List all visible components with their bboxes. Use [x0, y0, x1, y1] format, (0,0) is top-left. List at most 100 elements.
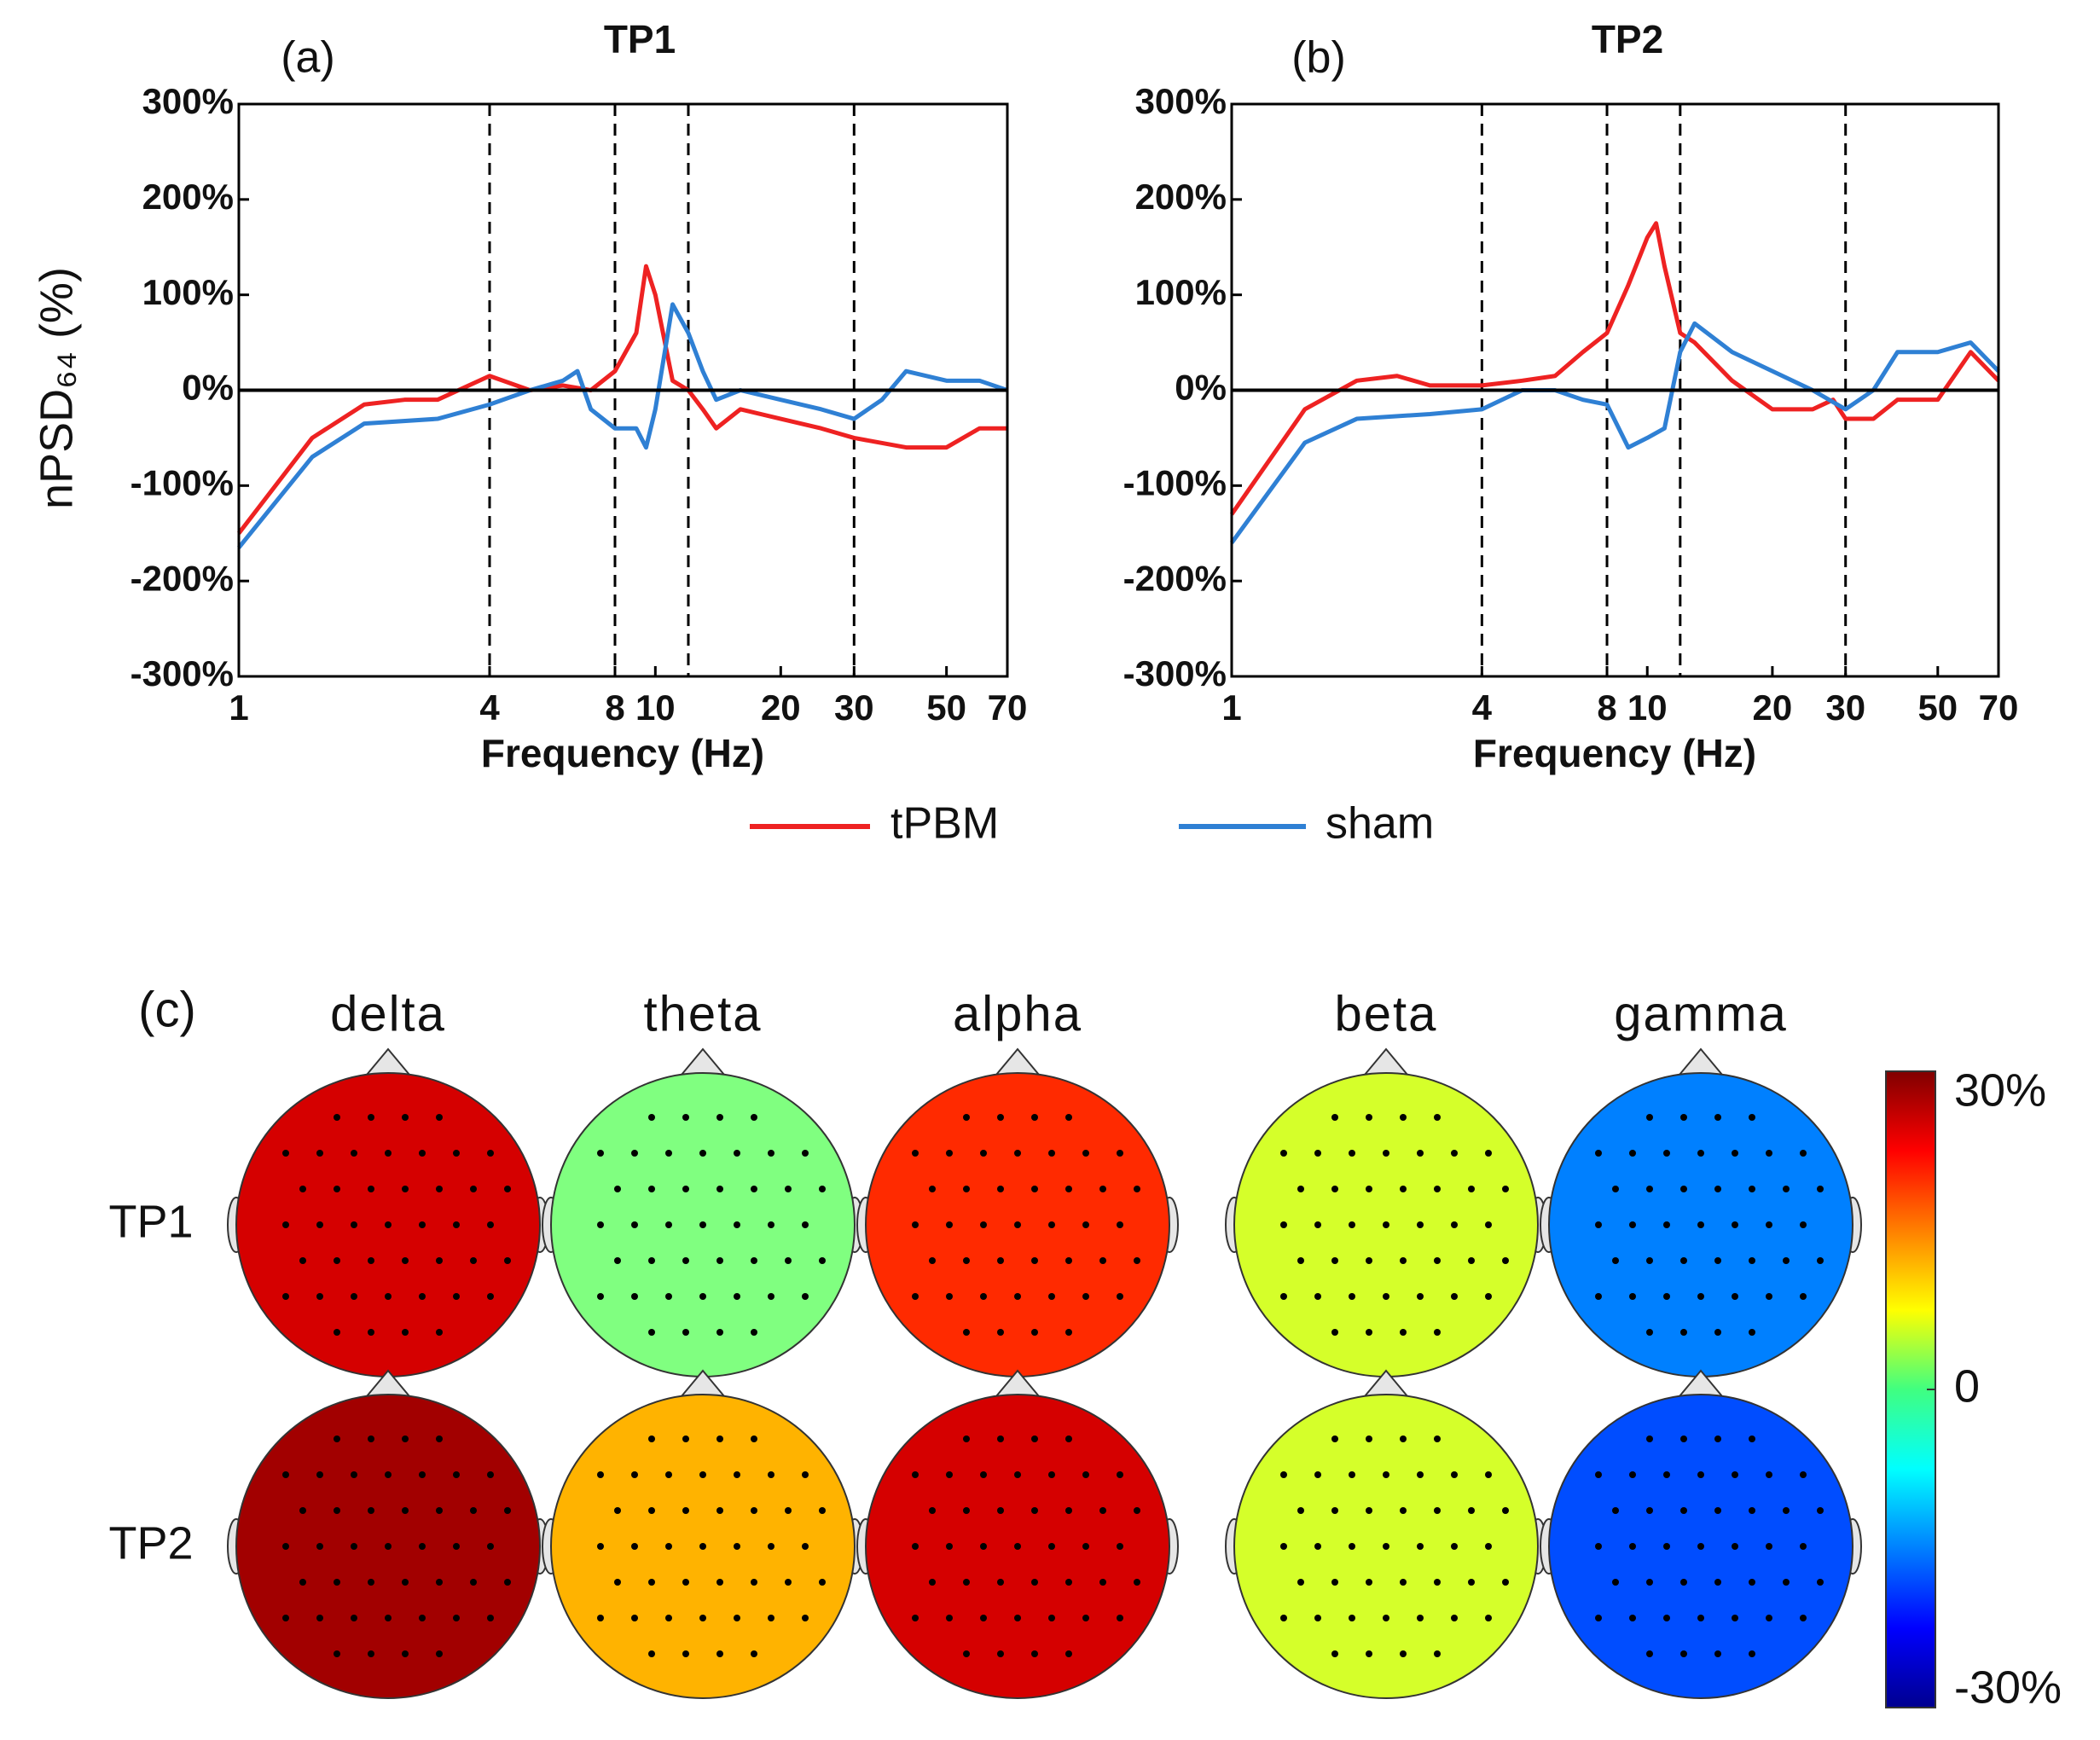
column-label: theta: [644, 986, 763, 1041]
x-tick-label: 10: [1627, 687, 1668, 728]
electrode: [1297, 1507, 1304, 1514]
electrode: [1014, 1615, 1021, 1621]
electrode: [682, 1507, 689, 1514]
electrode: [997, 1436, 1004, 1442]
electrode: [699, 1221, 706, 1228]
electrode: [1065, 1579, 1072, 1586]
electrode: [1629, 1293, 1636, 1300]
electrode: [997, 1507, 1004, 1514]
electrode: [802, 1615, 809, 1621]
electrode: [802, 1150, 809, 1157]
electrode: [1417, 1543, 1424, 1550]
row-label: TP1: [108, 1196, 193, 1247]
electrode: [1468, 1507, 1475, 1514]
electrode: [334, 1507, 340, 1514]
electrode: [1817, 1257, 1824, 1264]
electrode: [282, 1150, 289, 1157]
electrode: [1680, 1186, 1687, 1192]
x-tick-label: 4: [1472, 687, 1493, 728]
electrode: [997, 1579, 1004, 1586]
electrode: [316, 1221, 323, 1228]
electrode: [402, 1650, 409, 1657]
electrode: [316, 1471, 323, 1478]
electrode: [946, 1615, 953, 1621]
head-nose: [1364, 1047, 1408, 1076]
electrode: [1766, 1471, 1772, 1478]
electrode: [1434, 1186, 1441, 1192]
electrode: [1800, 1615, 1807, 1621]
electrode: [963, 1186, 970, 1192]
electrode: [631, 1471, 638, 1478]
electrode: [1383, 1543, 1389, 1550]
electrode: [1082, 1221, 1089, 1228]
electrode: [768, 1221, 774, 1228]
electrode: [1366, 1436, 1372, 1442]
electrode: [631, 1150, 638, 1157]
electrode: [368, 1114, 374, 1121]
electrode: [946, 1150, 953, 1157]
y-tick-label: 0%: [182, 368, 234, 408]
electrode: [1031, 1650, 1038, 1657]
x-tick-label: 4: [479, 687, 500, 728]
electrode: [351, 1293, 357, 1300]
electrode: [597, 1293, 604, 1300]
electrode: [597, 1543, 604, 1550]
row-label: TP2: [108, 1517, 193, 1569]
electrode: [1749, 1114, 1755, 1121]
electrode: [1714, 1650, 1721, 1657]
electrode: [1383, 1293, 1389, 1300]
electrode: [1331, 1579, 1338, 1586]
electrode: [1680, 1329, 1687, 1336]
chart-title: TP1: [604, 17, 676, 61]
electrode: [1451, 1293, 1458, 1300]
electrode: [648, 1186, 655, 1192]
electrode: [1595, 1293, 1602, 1300]
y-axis-label: nPSD₆₄ (%): [31, 267, 82, 509]
electrode: [1612, 1507, 1619, 1514]
electrode: [1714, 1186, 1721, 1192]
electrode: [453, 1293, 460, 1300]
electrode: [768, 1150, 774, 1157]
electrode: [1697, 1543, 1704, 1550]
head-nose: [681, 1047, 725, 1076]
y-tick-label: -300%: [1123, 653, 1227, 693]
electrode: [751, 1186, 757, 1192]
x-tick-label: 20: [761, 687, 801, 728]
electrode: [1612, 1186, 1619, 1192]
electrode: [419, 1221, 426, 1228]
electrode: [1595, 1150, 1602, 1157]
electrode: [1031, 1579, 1038, 1586]
electrode: [1434, 1436, 1441, 1442]
electrode: [1800, 1471, 1807, 1478]
electrode: [734, 1543, 740, 1550]
electrode: [1749, 1257, 1755, 1264]
y-tick-label: -100%: [1123, 462, 1227, 502]
electrode: [819, 1507, 826, 1514]
electrode: [768, 1471, 774, 1478]
electrode: [1134, 1257, 1140, 1264]
electrode: [453, 1615, 460, 1621]
electrode: [751, 1507, 757, 1514]
electrode: [1417, 1221, 1424, 1228]
electrode: [402, 1186, 409, 1192]
electrode: [665, 1615, 672, 1621]
electrode: [1434, 1114, 1441, 1121]
electrode: [1031, 1507, 1038, 1514]
electrode: [1766, 1150, 1772, 1157]
electrode: [453, 1150, 460, 1157]
electrode: [648, 1436, 655, 1442]
electrode: [316, 1150, 323, 1157]
column-label: beta: [1335, 986, 1438, 1041]
electrode: [1099, 1186, 1106, 1192]
electrode: [1417, 1615, 1424, 1621]
electrode: [1766, 1543, 1772, 1550]
panel-label: (a): [281, 33, 335, 83]
y-tick-label: 0%: [1175, 368, 1227, 408]
electrode: [1749, 1579, 1755, 1586]
electrode: [1366, 1650, 1372, 1657]
electrode: [946, 1221, 953, 1228]
electrode: [368, 1579, 374, 1586]
electrode: [1646, 1257, 1653, 1264]
electrode: [963, 1257, 970, 1264]
